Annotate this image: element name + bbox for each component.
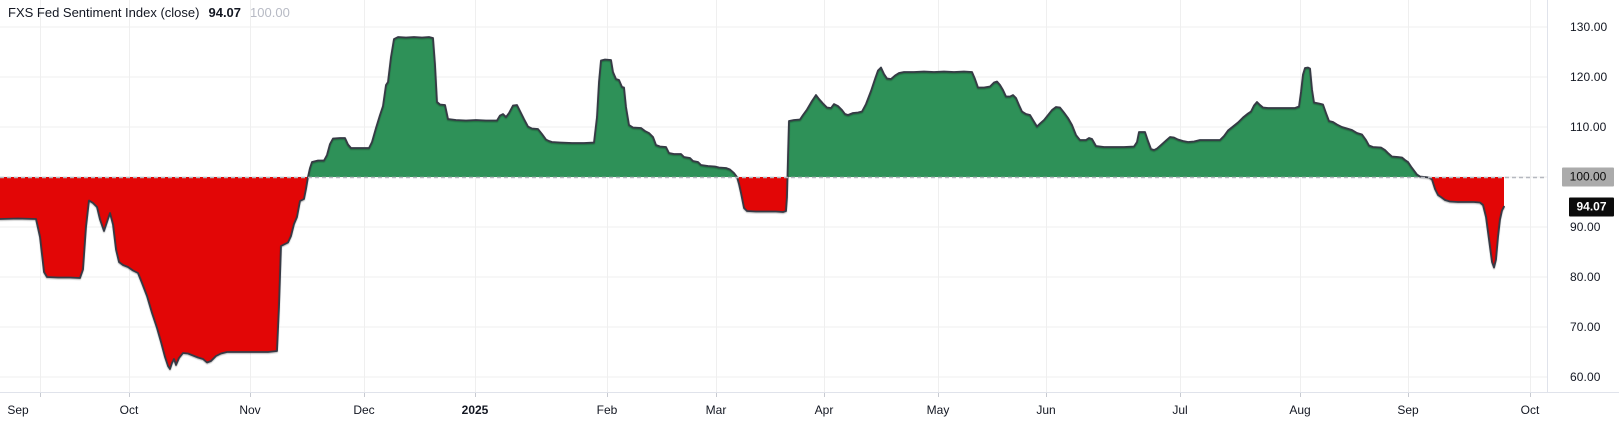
price-axis-label: 130.00 [1570,20,1608,34]
time-axis-tick [40,393,41,397]
time-axis-tick [1180,393,1181,397]
time-axis-label: Jul [1172,403,1188,417]
time-axis[interactable]: Sep Oct Nov Dec 2025 Feb Mar Apr May Jun Jul Aug Sep… [0,392,1619,431]
time-axis-label: Nov [239,403,261,417]
time-axis-tick [475,393,476,397]
time-axis-label: Feb [596,403,618,417]
time-axis-label: Sep [7,403,29,417]
price-axis-label: 70.00 [1570,320,1601,334]
series-last-value: 94.07 [208,5,242,20]
time-axis-tick [250,393,251,397]
area-below-baseline [0,177,1504,369]
series-baseline-value: 100.00 [250,5,290,20]
time-axis-label: Mar [705,403,727,417]
chart-pane[interactable] [0,0,1547,392]
baseline-price-badge: 100.00 [1562,167,1614,187]
price-axis-label: 120.00 [1570,70,1608,84]
time-axis-label: Oct [1520,403,1540,417]
price-axis-label: 60.00 [1570,370,1601,384]
time-axis-label: Dec [353,403,375,417]
time-axis-label: Aug [1289,403,1311,417]
price-axis-label: 90.00 [1570,220,1601,234]
series-line [0,36,1505,370]
chart-canvas[interactable] [0,0,1547,392]
price-axis[interactable]: 100.00 94.07 130.00 120.00 110.00 90.00 80.0… [1547,0,1619,392]
time-axis-label: Jun [1036,403,1056,417]
time-axis-tick [364,393,365,397]
time-axis-tick [607,393,608,397]
area-above-baseline [0,37,1504,177]
last-price-badge: 94.07 [1569,197,1614,217]
time-axis-tick [1046,393,1047,397]
time-axis-tick [716,393,717,397]
time-axis-tick [938,393,939,397]
time-axis-tick [824,393,825,397]
time-axis-label: Apr [814,403,834,417]
time-axis-label: May [926,403,950,417]
time-axis-tick [129,393,130,397]
time-axis-label: Oct [119,403,139,417]
time-axis-label: Sep [1397,403,1419,417]
time-axis-label: 2025 [461,403,489,417]
series-title: FXS Fed Sentiment Index (close) [8,5,200,20]
time-axis-tick [1408,393,1409,397]
time-axis-tick [1300,393,1301,397]
price-axis-label: 110.00 [1570,120,1607,134]
series-legend[interactable]: FXS Fed Sentiment Index (close) 94.07 10… [8,5,290,21]
price-axis-label: 80.00 [1570,270,1601,284]
time-axis-tick [1530,393,1531,397]
